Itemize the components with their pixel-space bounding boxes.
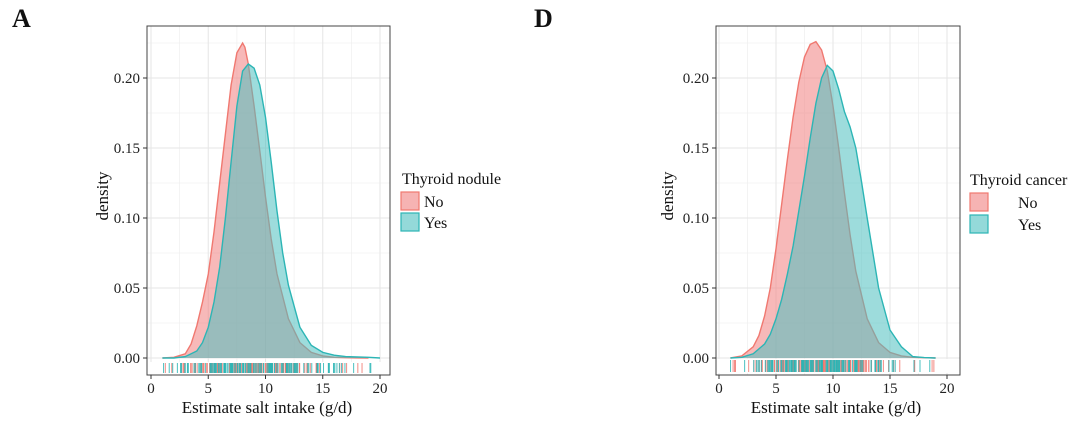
y-tick-label: 0.10 xyxy=(114,211,140,227)
plot-area: 0.00 0.05 0.10 0.15 0.20 0 5 10 15 20 xyxy=(683,25,961,397)
y-tick-label: 0.05 xyxy=(114,281,140,297)
x-tick-label: 0 xyxy=(715,381,723,397)
y-tick-label: 0.20 xyxy=(683,71,709,87)
panel-a-legend-key-yes xyxy=(400,212,420,232)
density-area-yes xyxy=(730,65,936,359)
x-tick-label: 5 xyxy=(772,381,780,397)
panel-d-legend-key-yes xyxy=(969,214,989,234)
panel-a-y-axis-title: density xyxy=(93,171,112,221)
panel-a-legend-title: Thyroid nodule xyxy=(402,171,501,188)
panel-a-letter: A xyxy=(12,4,31,33)
panel-border xyxy=(146,25,391,376)
x-tick-label: 0 xyxy=(147,381,155,397)
rug-marks-yes xyxy=(730,360,931,372)
panel-a-legend-label-yes: Yes xyxy=(424,215,447,232)
y-tick-label: 0.10 xyxy=(683,211,709,227)
panel-d-legend-key-no xyxy=(969,192,989,212)
panel-d-legend-label-yes: Yes xyxy=(1018,217,1041,234)
x-tick-label: 20 xyxy=(940,381,955,397)
y-tick-label: 0.15 xyxy=(683,141,709,157)
panel-d-y-axis-title: density xyxy=(658,171,677,221)
y-tick-label: 0.20 xyxy=(114,71,140,87)
x-tick-label: 10 xyxy=(826,381,841,397)
density-line-yes xyxy=(162,63,381,359)
y-tick-label: 0.00 xyxy=(114,351,140,367)
x-tick-label: 5 xyxy=(205,381,213,397)
panel-a: 0.00 0.05 0.10 0.15 0.20 0 5 10 15 20 A Estimate s… xyxy=(12,4,501,417)
panel-a-legend-label-no: No xyxy=(424,194,444,211)
rug-marks-yes xyxy=(163,363,372,373)
panel-d: 0.00 0.05 0.10 0.15 0.20 0 5 10 15 20 D Estimate s… xyxy=(534,4,1068,417)
y-tick-label: 0.15 xyxy=(114,141,140,157)
panel-a-legend-key-no xyxy=(400,191,420,211)
density-line-yes xyxy=(730,64,936,359)
x-tick-label: 20 xyxy=(373,381,388,397)
panel-d-legend-title: Thyroid cancer xyxy=(970,172,1068,189)
x-tick-label: 15 xyxy=(315,381,330,397)
panel-a-x-axis-title: Estimate salt intake (g/d) xyxy=(182,398,352,417)
y-tick-label: 0.05 xyxy=(683,281,709,297)
panel-border xyxy=(715,25,961,376)
plot-area: 0.00 0.05 0.10 0.15 0.20 0 5 10 15 20 xyxy=(114,25,391,397)
panel-d-legend-label-no: No xyxy=(1018,195,1038,212)
x-tick-label: 15 xyxy=(883,381,898,397)
y-tick-label: 0.00 xyxy=(683,351,709,367)
panel-d-letter: D xyxy=(534,4,553,33)
density-area-yes xyxy=(162,64,380,358)
panel-d-x-axis-title: Estimate salt intake (g/d) xyxy=(751,398,921,417)
x-tick-label: 10 xyxy=(258,381,273,397)
